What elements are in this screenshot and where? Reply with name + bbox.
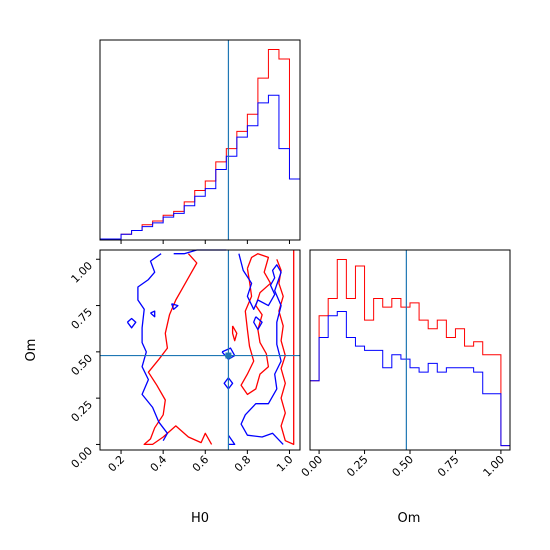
contour-blue-0 <box>137 253 169 442</box>
histogram-blue-series <box>309 310 511 450</box>
contour-red-2 <box>240 253 272 396</box>
contour-blue-4 <box>170 303 179 310</box>
axis-labels: H0 Om Om <box>24 339 420 526</box>
om-marginal-xtick-label: 0.25 <box>344 453 371 480</box>
contour-blue-8 <box>227 434 236 446</box>
om-marginal-panel: 0.00 0.25 0.50 0.75 1.00 <box>299 249 511 480</box>
panel-frame-h0-om-joint <box>99 249 301 451</box>
joint-ytick-label: 0.00 <box>69 444 96 471</box>
contour-blue-3 <box>150 310 156 318</box>
histogram-red-series <box>99 49 301 240</box>
histogram-red-series <box>309 259 511 450</box>
joint-ytick-label: 0.50 <box>69 352 96 379</box>
joint-xtick-label: 0.4 <box>148 453 170 475</box>
joint-xtick-label: 1.0 <box>274 453 296 475</box>
contour-blue-5 <box>253 316 263 331</box>
contour-blue-2 <box>126 317 137 329</box>
y-axis-label-om: Om <box>24 339 39 362</box>
contour-red-3 <box>276 250 295 446</box>
joint-ytick-label: 1.00 <box>69 259 96 286</box>
contour-red-0 <box>143 253 213 446</box>
om-marginal-xtick-label: 1.00 <box>481 453 508 480</box>
panel-frame-h0-marginal <box>99 39 301 241</box>
contour-blue-1 <box>173 249 227 255</box>
h0-marginal-panel <box>99 39 301 244</box>
joint-xtick-label: 0.2 <box>106 453 128 475</box>
om-marginal-xtick-label: 0.50 <box>390 453 417 480</box>
joint-ytick-label: 0.75 <box>69 305 96 332</box>
joint-xtick-label: 0.8 <box>232 453 254 475</box>
om-marginal-xtick-label: 0.00 <box>299 453 326 480</box>
contour-red-1 <box>231 325 238 342</box>
x-axis-label-om: Om <box>398 511 421 526</box>
histogram-blue-series <box>99 94 301 240</box>
x-axis-label-h0: H0 <box>191 511 209 526</box>
panel-frame-om-marginal <box>309 249 511 451</box>
joint-xtick-label: 0.6 <box>190 453 212 475</box>
h0-om-joint-panel: 0.2 0.4 0.6 0.8 1.0 0.00 0.25 0.50 0.75 1.00 <box>69 249 301 475</box>
om-marginal-xtick-label: 0.75 <box>435 453 462 480</box>
contour-blue-6 <box>238 253 284 445</box>
joint-ytick-label: 0.25 <box>69 398 96 425</box>
truth-marker <box>225 352 232 359</box>
